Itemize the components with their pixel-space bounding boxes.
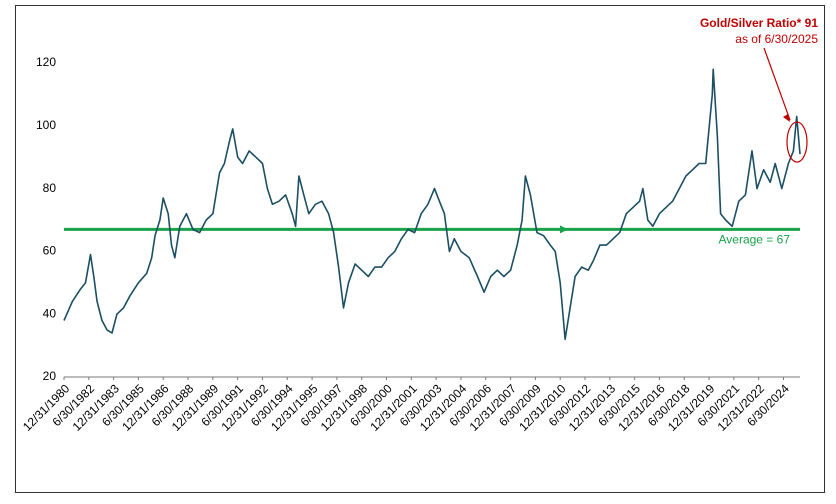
average-arrow — [560, 225, 568, 234]
callout-arrowhead — [783, 114, 790, 123]
frame — [15, 5, 825, 493]
y-tick-label: 120 — [36, 55, 56, 69]
y-tick-label: 80 — [43, 181, 57, 195]
average-label: Average = 67 — [718, 233, 790, 247]
callout-circle — [786, 121, 808, 163]
y-tick-label: 20 — [43, 369, 57, 383]
y-tick-label: 40 — [43, 306, 57, 320]
callout-arrow — [763, 47, 791, 121]
annotation-date: as of 6/30/2025 — [735, 32, 818, 46]
data-line — [63, 68, 801, 341]
y-tick-label: 100 — [36, 118, 56, 132]
annotation: Gold/Silver Ratio* 91 — [700, 16, 818, 30]
y-tick-label: 60 — [43, 244, 57, 258]
